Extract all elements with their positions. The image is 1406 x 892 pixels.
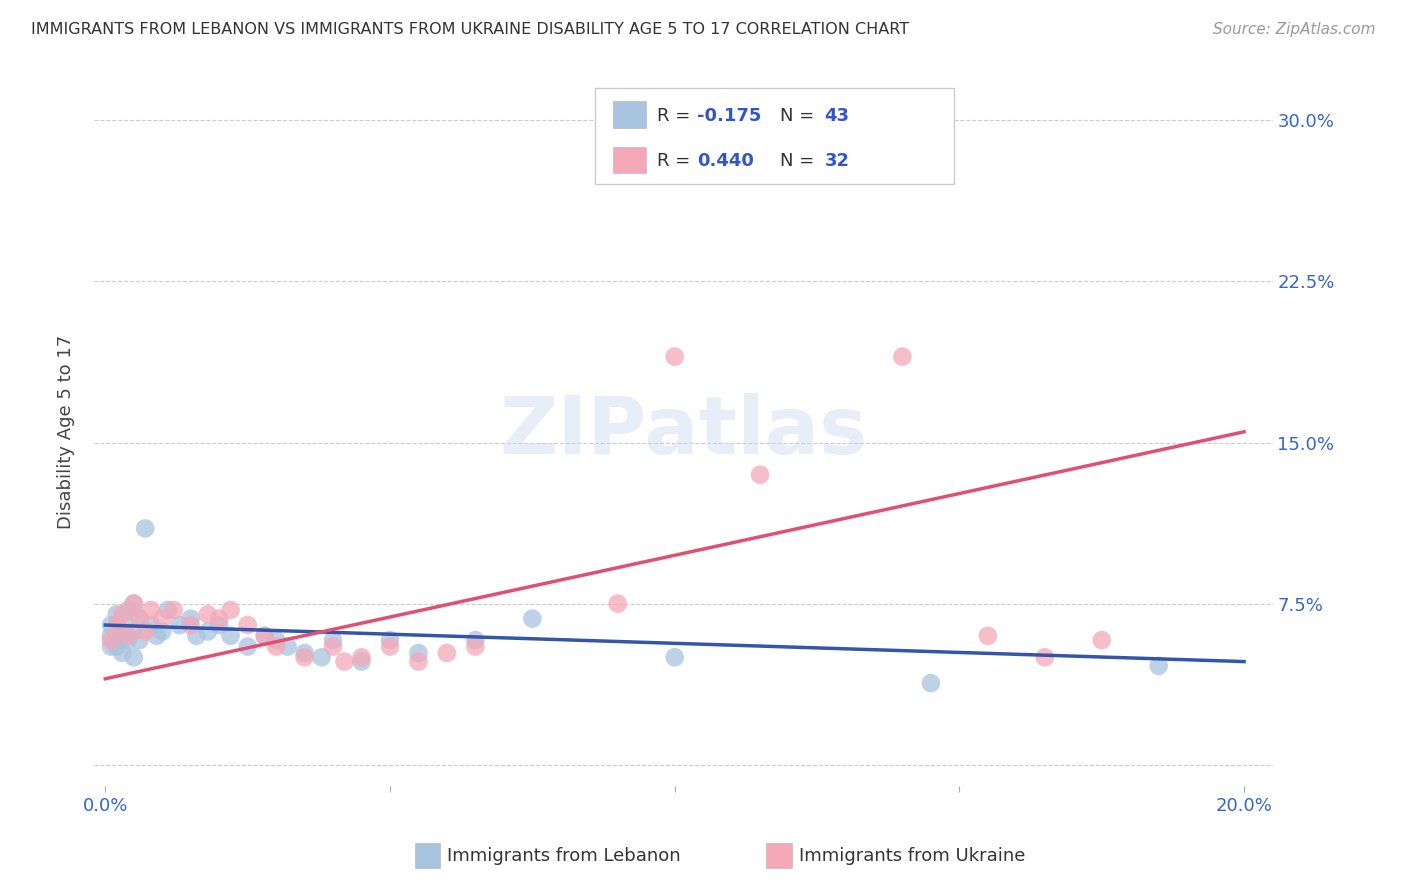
Text: N =: N = [780,152,820,169]
Point [111,612,134,626]
Point [977,629,1000,643]
Point [122,624,145,639]
Point [117,603,139,617]
Point [350,650,373,665]
Point [664,650,686,665]
Point [139,618,162,632]
Point [920,676,942,690]
Point [139,603,162,617]
Point [311,650,333,665]
Point [333,655,356,669]
Text: Immigrants from Lebanon: Immigrants from Lebanon [447,847,681,865]
Text: 43: 43 [825,106,849,125]
Text: 0.440: 0.440 [697,152,754,169]
Text: -0.175: -0.175 [697,106,762,125]
Point [276,640,298,654]
Text: N =: N = [780,106,820,125]
Point [169,618,191,632]
Y-axis label: Disability Age 5 to 17: Disability Age 5 to 17 [58,334,75,529]
Point [117,629,139,643]
Point [322,633,344,648]
Point [1091,633,1114,648]
Point [111,629,134,643]
Point [236,640,259,654]
Point [134,521,156,535]
Point [100,633,122,648]
Point [111,646,134,660]
Point [208,612,231,626]
Point [408,655,430,669]
FancyBboxPatch shape [595,88,955,184]
Text: IMMIGRANTS FROM LEBANON VS IMMIGRANTS FROM UKRAINE DISABILITY AGE 5 TO 17 CORREL: IMMIGRANTS FROM LEBANON VS IMMIGRANTS FR… [31,22,910,37]
Point [100,640,122,654]
Point [294,650,316,665]
Point [186,629,208,643]
Point [1033,650,1056,665]
Point [264,640,287,654]
Point [464,640,486,654]
Point [150,624,173,639]
FancyBboxPatch shape [613,146,645,173]
Text: Source: ZipAtlas.com: Source: ZipAtlas.com [1212,22,1375,37]
Point [100,618,122,632]
Point [128,612,150,626]
Point [322,640,344,654]
Point [180,618,202,632]
Point [156,603,179,617]
Point [1147,659,1170,673]
Point [208,618,231,632]
Point [105,629,128,643]
Point [122,597,145,611]
Point [105,618,128,632]
Text: R =: R = [657,106,696,125]
FancyBboxPatch shape [613,102,645,128]
Point [105,640,128,654]
Point [197,607,219,622]
Point [128,612,150,626]
Point [436,646,458,660]
Text: ZIPatlas: ZIPatlas [499,392,868,471]
Point [378,640,401,654]
Point [606,597,628,611]
Point [350,655,373,669]
Point [163,603,186,617]
Point [197,624,219,639]
Point [253,629,276,643]
Point [891,350,914,364]
Point [128,633,150,648]
Point [150,612,173,626]
Point [253,629,276,643]
Point [236,618,259,632]
Point [145,629,167,643]
Text: Immigrants from Ukraine: Immigrants from Ukraine [799,847,1025,865]
Point [408,646,430,660]
Point [664,350,686,364]
Point [264,633,287,648]
Point [122,650,145,665]
Point [105,618,128,632]
Point [180,612,202,626]
Point [522,612,544,626]
Point [749,467,772,482]
Point [134,624,156,639]
Point [464,633,486,648]
Point [105,607,128,622]
Point [111,607,134,622]
Point [294,646,316,660]
Point [378,633,401,648]
Point [117,633,139,648]
Point [100,629,122,643]
Text: R =: R = [657,152,696,169]
Text: 32: 32 [825,152,849,169]
Point [219,603,242,617]
Point [219,629,242,643]
Point [122,597,145,611]
